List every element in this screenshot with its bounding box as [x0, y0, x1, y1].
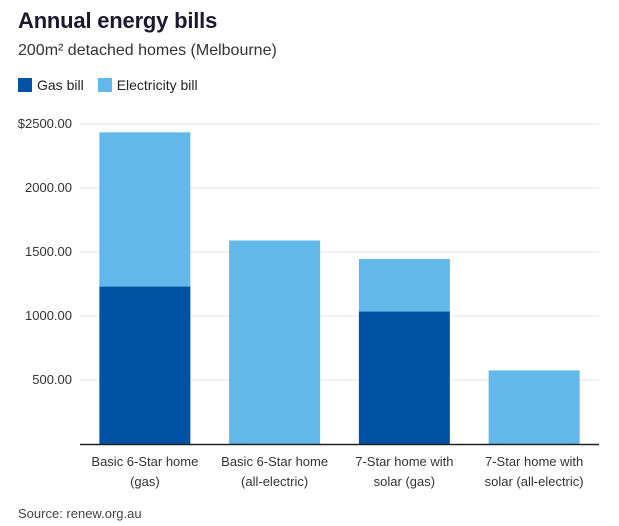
bar-electricity — [229, 240, 321, 444]
x-category-label: (gas) — [130, 474, 160, 489]
legend-swatch-electricity — [97, 78, 112, 92]
chart-title: Annual energy bills — [18, 8, 218, 33]
bar-electricity — [488, 370, 580, 444]
y-tick-label: 2000.00 — [25, 180, 72, 195]
y-tick-label: 1000.00 — [25, 308, 72, 323]
legend-label-gas: Gas bill — [37, 77, 84, 93]
legend-swatch-gas — [18, 78, 32, 92]
x-category-label: 7-Star home with — [355, 454, 453, 469]
y-tick-label: 1500.00 — [25, 244, 72, 259]
legend-label-electricity: Electricity bill — [116, 77, 198, 93]
bar-electricity — [99, 132, 191, 287]
bar-electricity — [358, 259, 450, 312]
y-tick-label: $2500.00 — [18, 116, 72, 131]
x-category-label: 7-Star home with — [485, 454, 583, 469]
legend-item-gas: Gas bill — [18, 77, 84, 93]
x-category-label: solar (gas) — [374, 474, 435, 489]
source-note: Source: renew.org.au — [18, 506, 142, 521]
x-category-label: (all-electric) — [241, 474, 308, 489]
bar-gas — [358, 311, 450, 444]
y-tick-label: 500.00 — [32, 372, 72, 387]
chart-subtitle: 200m² detached homes (Melbourne) — [18, 42, 277, 59]
bar-gas — [99, 286, 191, 444]
legend-item-electricity: Electricity bill — [97, 77, 198, 93]
x-category-label: solar (all-electric) — [485, 474, 584, 489]
chart-legend: Gas bill Electricity bill — [18, 77, 198, 93]
x-category-label: Basic 6-Star home — [91, 454, 198, 469]
x-category-label: Basic 6-Star home — [221, 454, 328, 469]
